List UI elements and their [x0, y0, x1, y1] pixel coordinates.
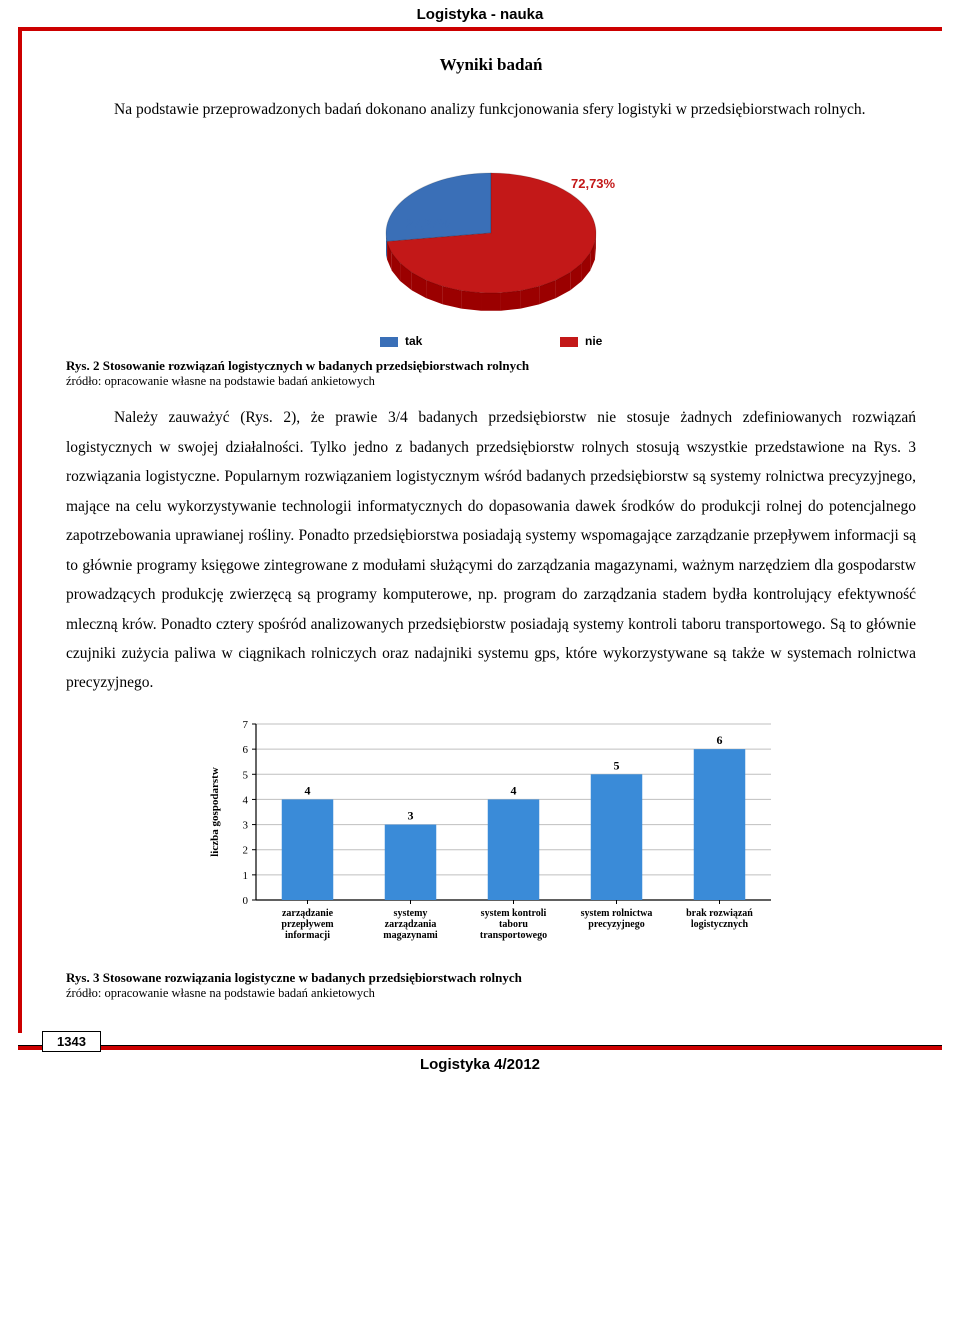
svg-text:4: 4	[243, 794, 249, 806]
body-paragraph: Należy zauważyć (Rys. 2), że prawie 3/4 …	[66, 403, 916, 697]
svg-text:5: 5	[614, 758, 620, 772]
legend-label: tak	[405, 334, 422, 348]
svg-text:2: 2	[243, 845, 249, 857]
figure2-caption: Rys. 2 Stosowanie rozwiązań logistycznyc…	[66, 358, 916, 374]
svg-text:3: 3	[243, 819, 249, 831]
svg-text:system rolnictwa: system rolnictwa	[581, 908, 653, 919]
svg-text:6: 6	[243, 744, 249, 756]
page-content: Wyniki badań Na podstawie przeprowadzony…	[18, 31, 960, 1033]
svg-text:brak rozwiązań: brak rozwiązań	[686, 908, 753, 919]
svg-text:liczba gospodarstw: liczba gospodarstw	[209, 767, 221, 857]
svg-text:transportowego: transportowego	[480, 930, 547, 941]
footer-red-rule	[18, 1046, 942, 1050]
pie-legend: tak nie	[311, 334, 671, 348]
pie-legend-item-tak: tak	[380, 334, 423, 348]
svg-text:informacji: informacji	[285, 930, 330, 941]
legend-label: nie	[585, 334, 602, 348]
legend-swatch-icon	[560, 337, 578, 347]
pie-chart: 27,27% 72,73% tak nie	[251, 138, 731, 348]
svg-text:systemy: systemy	[394, 908, 428, 919]
page-header: Logistyka - nauka	[0, 0, 960, 27]
svg-text:magazynami: magazynami	[383, 930, 438, 941]
bar-chart: 01234567liczba gospodarstw4zarządzaniepr…	[201, 712, 781, 962]
svg-text:5: 5	[243, 769, 249, 781]
page-footer: 1343 Logistyka 4/2012	[0, 1041, 960, 1083]
figure3-caption: Rys. 3 Stosowane rozwiązania logistyczne…	[66, 970, 916, 986]
figure2-source: źródło: opracowanie własne na podstawie …	[66, 374, 916, 389]
svg-text:zarządzania: zarządzania	[385, 919, 437, 930]
svg-text:4: 4	[511, 783, 517, 797]
footer-journal-issue: Logistyka 4/2012	[0, 1056, 960, 1073]
pie-slice-label-nie: 72,73%	[571, 176, 616, 191]
svg-text:3: 3	[408, 808, 414, 822]
svg-text:6: 6	[717, 733, 723, 747]
svg-text:logistycznych: logistycznych	[691, 919, 749, 930]
figure3-source: źródło: opracowanie własne na podstawie …	[66, 986, 916, 1001]
pie-legend-item-nie: nie	[560, 334, 603, 348]
svg-text:1: 1	[243, 870, 249, 882]
svg-text:7: 7	[243, 719, 249, 731]
intro-paragraph: Na podstawie przeprowadzonych badań doko…	[66, 95, 916, 124]
pie-slice-label-tak: 27,27%	[406, 216, 451, 231]
bar-chart-svg: 01234567liczba gospodarstw4zarządzaniepr…	[201, 712, 781, 962]
pie-chart-svg: 27,27% 72,73%	[311, 138, 671, 328]
svg-text:taboru: taboru	[499, 919, 528, 930]
svg-text:system kontroli: system kontroli	[481, 908, 547, 919]
svg-text:0: 0	[243, 895, 249, 907]
svg-text:zarządzanie: zarządzanie	[282, 908, 334, 919]
svg-text:precyzyjnego: precyzyjnego	[588, 919, 644, 930]
page-number: 1343	[42, 1031, 101, 1052]
svg-text:przepływem: przepływem	[281, 919, 334, 930]
svg-text:4: 4	[305, 783, 311, 797]
legend-swatch-icon	[380, 337, 398, 347]
section-title: Wyniki badań	[66, 55, 916, 75]
